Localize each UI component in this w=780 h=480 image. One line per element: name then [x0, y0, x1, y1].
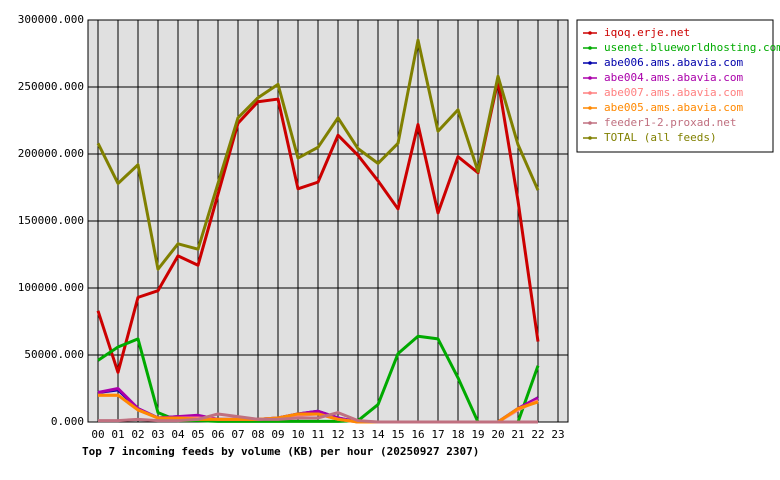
legend [576, 19, 774, 153]
x-tick-label: 14 [371, 428, 385, 441]
y-tick-label: 0.000 [51, 415, 84, 428]
legend-label: abe004.ams.abavia.com [604, 71, 743, 84]
x-tick-label: 19 [471, 428, 484, 441]
chart-title: Top 7 incoming feeds by volume (KB) per … [82, 445, 479, 458]
legend-label: feeder1-2.proxad.net [604, 116, 736, 129]
x-tick-label: 15 [391, 428, 404, 441]
y-tick-label: 200000.000 [18, 147, 84, 160]
legend-label: iqoq.erje.net [604, 26, 690, 39]
legend-label: usenet.blueworldhosting.com [604, 41, 780, 54]
y-tick-label: 50000.000 [24, 348, 84, 361]
series-line [98, 411, 538, 424]
x-tick-label: 03 [151, 428, 164, 441]
legend-marker [588, 61, 592, 65]
legend-label: abe005.ams.abavia.com [604, 101, 743, 114]
x-tick-label: 01 [111, 428, 124, 441]
x-tick-label: 20 [491, 428, 504, 441]
x-tick-label: 21 [511, 428, 524, 441]
legend-marker [588, 121, 592, 125]
legend-label: abe006.ams.abavia.com [604, 56, 743, 69]
series-line [96, 78, 540, 374]
x-tick-label: 05 [191, 428, 204, 441]
series-line [96, 38, 540, 271]
x-tick-label: 23 [551, 428, 564, 441]
legend-marker [588, 106, 592, 110]
legend-marker [588, 76, 592, 80]
x-tick-label: 11 [311, 428, 324, 441]
legend-marker [588, 46, 592, 50]
x-tick-label: 13 [351, 428, 364, 441]
x-tick-label: 09 [271, 428, 284, 441]
legend-label: abe007.ams.abavia.com [604, 86, 743, 99]
y-tick-label: 250000.000 [18, 80, 84, 93]
y-tick-label: 100000.000 [18, 281, 84, 294]
x-tick-label: 00 [91, 428, 104, 441]
y-tick-label: 300000.000 [18, 13, 84, 26]
x-tick-label: 16 [411, 428, 424, 441]
x-tick-label: 22 [531, 428, 544, 441]
legend-marker [588, 31, 592, 35]
x-tick-label: 10 [291, 428, 304, 441]
legend-label: TOTAL (all feeds) [604, 131, 717, 144]
x-tick-label: 08 [251, 428, 264, 441]
x-tick-label: 18 [451, 428, 464, 441]
x-tick-label: 06 [211, 428, 224, 441]
x-tick-label: 12 [331, 428, 344, 441]
x-tick-label: 17 [431, 428, 444, 441]
legend-marker [588, 136, 592, 140]
x-tick-label: 07 [231, 428, 244, 441]
x-tick-label: 04 [171, 428, 185, 441]
x-tick-label: 02 [131, 428, 144, 441]
y-tick-label: 150000.000 [18, 214, 84, 227]
legend-marker [588, 91, 592, 95]
